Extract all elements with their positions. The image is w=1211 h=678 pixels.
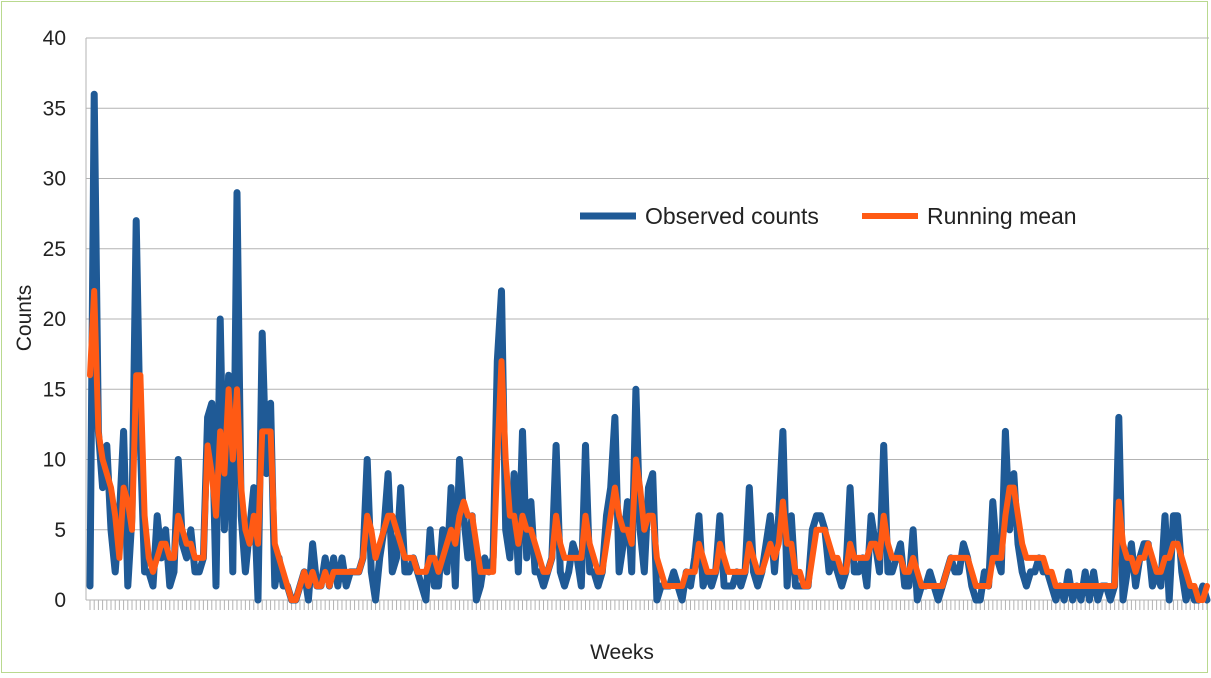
y-tick-label: 40	[43, 27, 66, 50]
y-tick-label: 35	[43, 97, 66, 120]
y-tick-label: 30	[43, 168, 66, 191]
y-tick-label: 25	[43, 238, 66, 261]
legend: Observed counts Running mean	[580, 203, 1077, 229]
y-tick-label: 20	[43, 308, 66, 331]
y-axis-title: Counts	[13, 285, 36, 352]
series-line-running-mean	[87, 287, 1210, 603]
legend-label-running-mean: Running mean	[927, 203, 1077, 229]
y-tick-label: 5	[54, 519, 66, 542]
series-line-observed-counts	[86, 90, 1211, 604]
legend-label-observed-counts: Observed counts	[645, 203, 819, 229]
y-tick-label: 0	[54, 589, 66, 612]
y-tick-label: 15	[43, 378, 66, 401]
x-axis-title: Weeks	[590, 641, 654, 664]
y-tick-labels: 0 5 10 15 20 25 30 35 40	[43, 27, 66, 612]
series-lines	[86, 90, 1211, 604]
y-tick-label: 10	[43, 449, 66, 472]
